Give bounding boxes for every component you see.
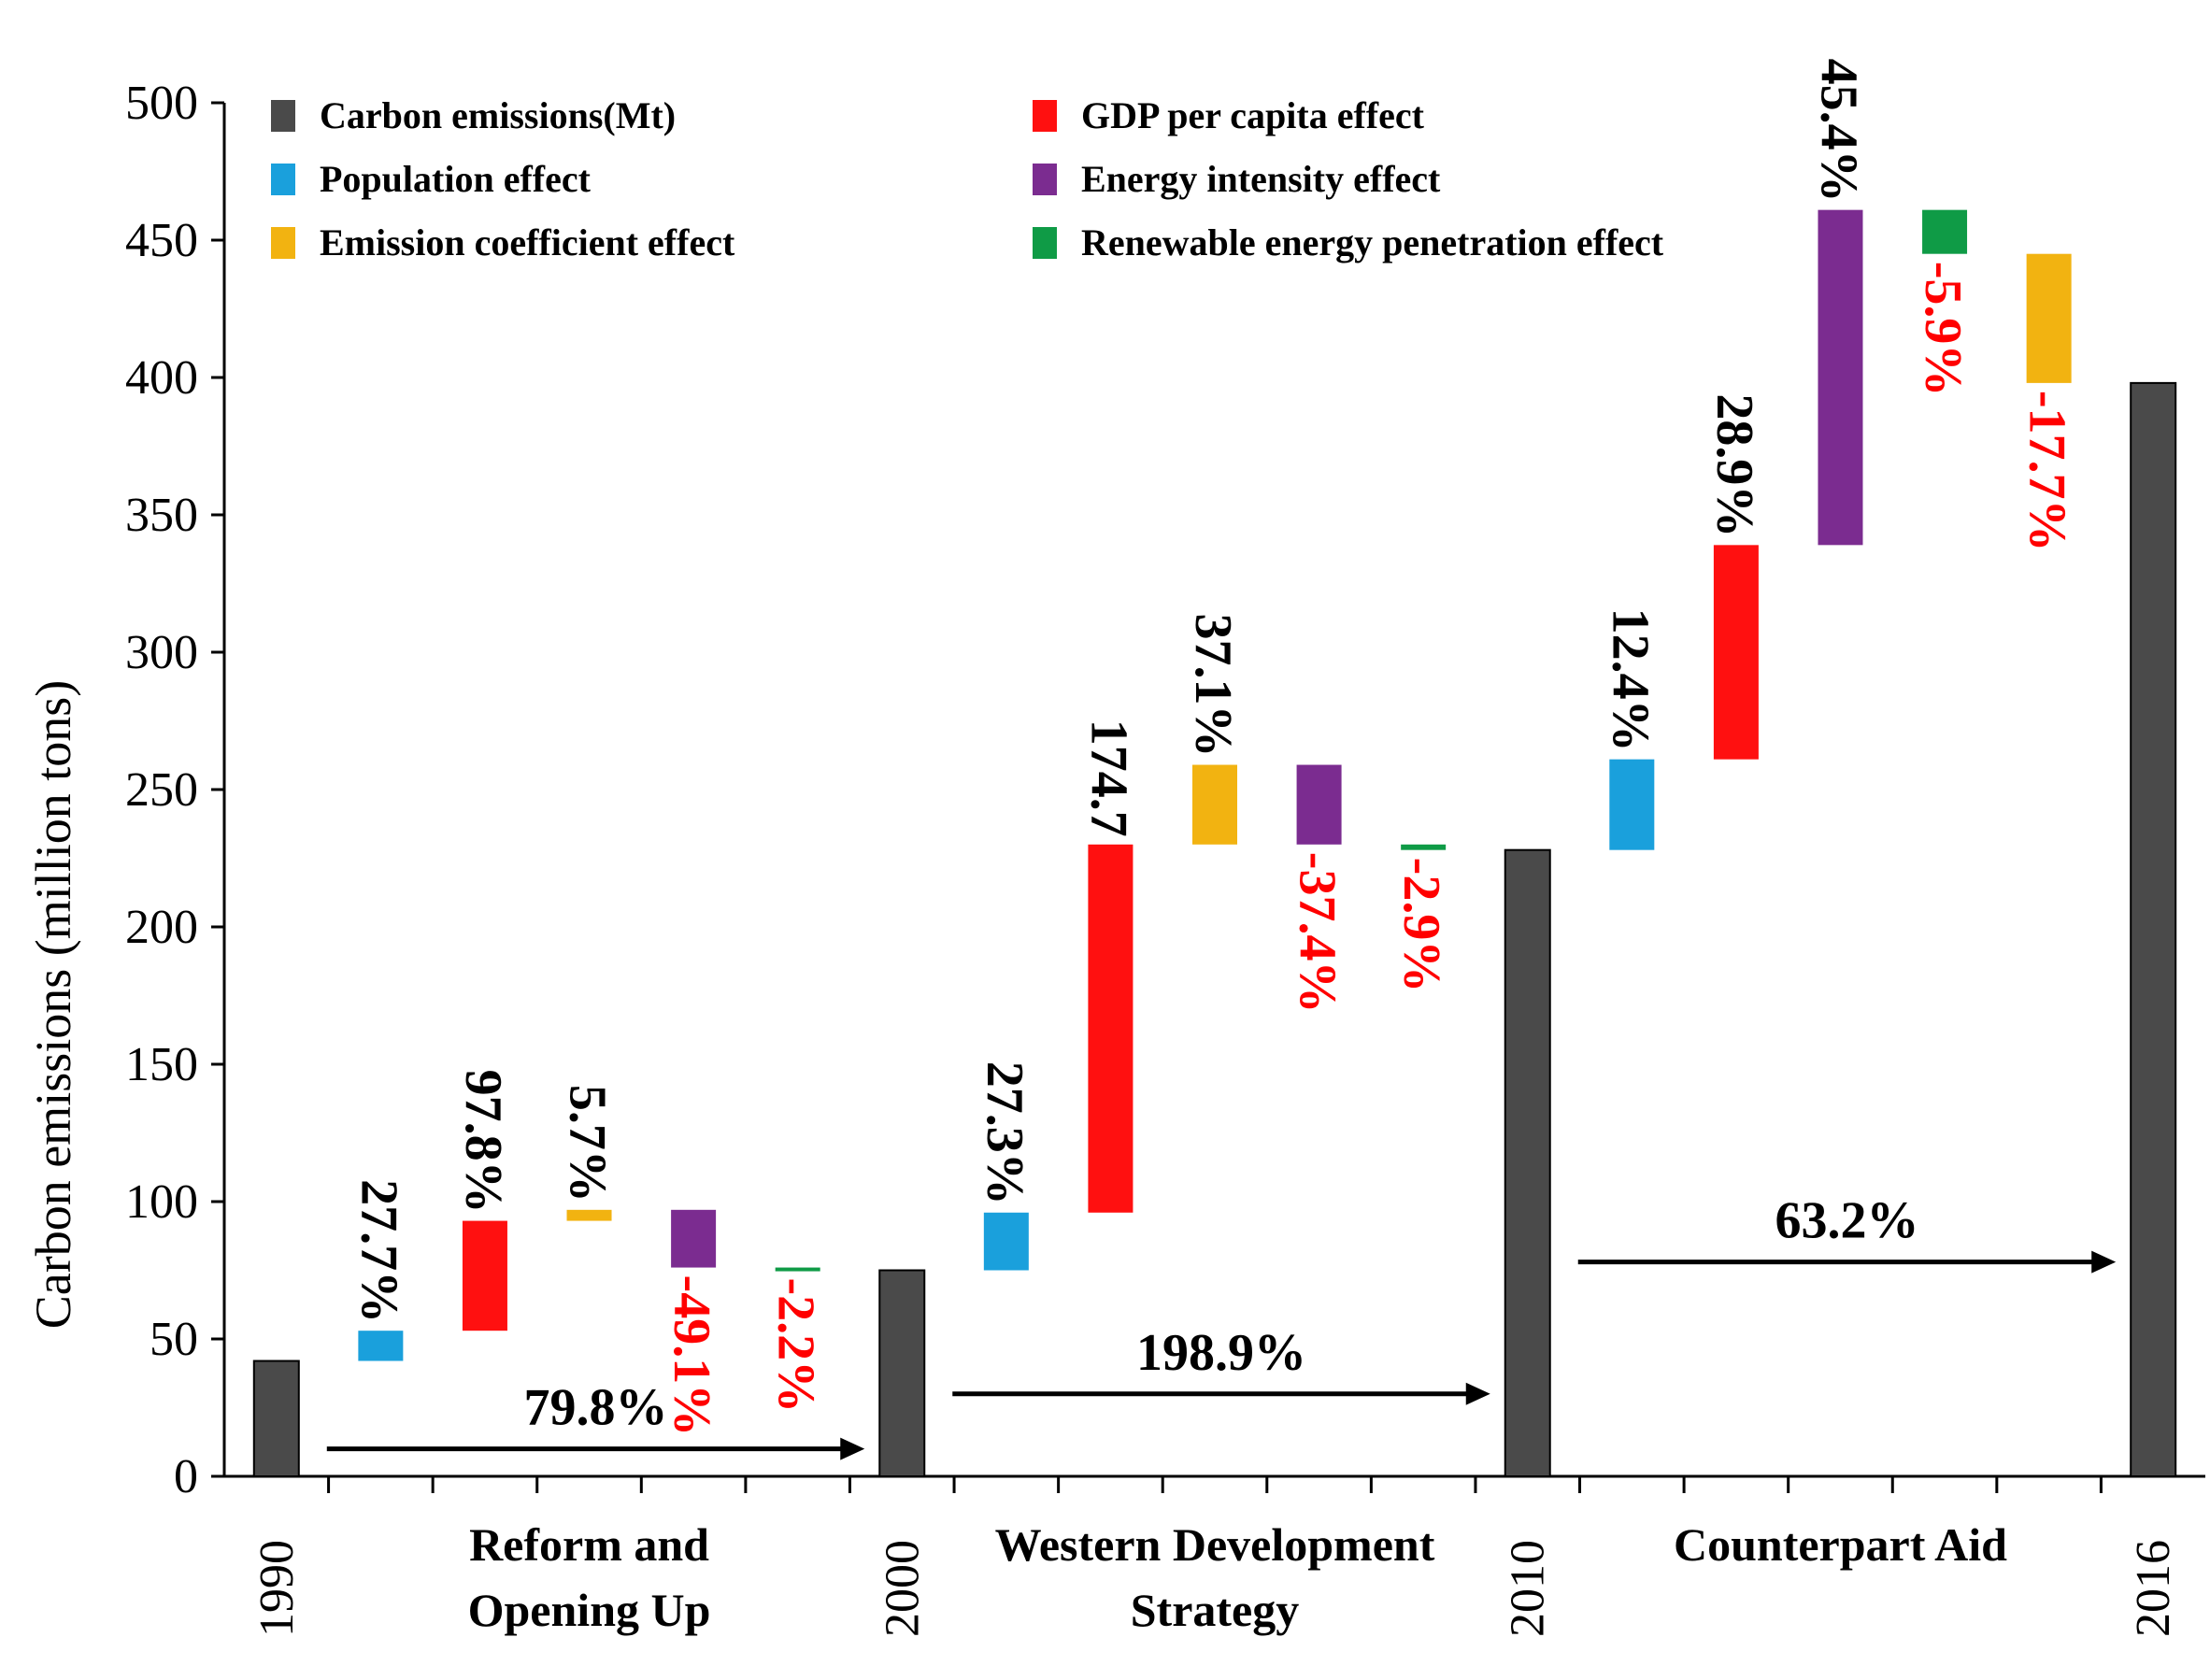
year-label-2000: 2000: [876, 1540, 929, 1637]
y-tick-label: 250: [125, 763, 198, 817]
gdp-effect-label: 174.7: [1079, 719, 1137, 837]
emission_coefficient-legend-label: Emission coefficient effect: [320, 221, 735, 263]
period-arrow-head: [840, 1437, 865, 1460]
population-legend-label: Population effect: [320, 158, 592, 200]
emissions-bar-2016: [2130, 381, 2177, 1477]
emissions-bar-2010: [1504, 848, 1551, 1477]
emission_coefficient-legend-swatch: [271, 227, 295, 259]
period-change-label: 198.9%: [1136, 1324, 1306, 1382]
y-tick-label: 500: [125, 77, 198, 130]
population-effect-bar: [358, 1331, 404, 1361]
renewable-effect-bar: [1401, 844, 1447, 850]
y-tick-label: 100: [125, 1175, 198, 1229]
renewable-effect-label: -2.2%: [767, 1278, 825, 1414]
gdp-legend-swatch: [1033, 100, 1057, 132]
energy_intensity-effect-bar: [1296, 764, 1342, 845]
population-effect-label: 27.7%: [349, 1179, 407, 1323]
year-label-1990: 1990: [250, 1540, 304, 1637]
energy_intensity-effect-bar: [1818, 209, 1863, 546]
y-tick-label: 350: [125, 489, 198, 542]
population-effect-bar: [983, 1212, 1029, 1271]
period-arrow-head: [2091, 1250, 2117, 1274]
period-name: Opening Up: [468, 1584, 711, 1636]
emission_coefficient-effect-bar: [566, 1209, 612, 1221]
renewable-effect-bar: [1922, 209, 1968, 254]
period-arrow-head: [1465, 1382, 1490, 1405]
emission_coefficient-effect-bar: [1192, 764, 1237, 845]
y-tick-label: 150: [125, 1038, 198, 1091]
y-tick-label: 50: [150, 1313, 198, 1366]
gdp-effect-label: 28.9%: [1705, 393, 1763, 537]
energy_intensity-legend-swatch: [1033, 164, 1057, 195]
population-effect-bar: [1609, 759, 1655, 850]
emissions-bar-1990: [252, 1360, 300, 1478]
year-label-2010: 2010: [1502, 1540, 1555, 1637]
emission_coefficient-effect-label: 5.7%: [559, 1085, 617, 1203]
energy_intensity-effect-label: -37.4%: [1289, 852, 1347, 1014]
renewable-effect-bar: [775, 1267, 820, 1272]
gdp-effect-bar: [462, 1220, 507, 1331]
emissions-legend-label: Carbon emissions(Mt): [320, 94, 676, 136]
energy_intensity-legend-label: Energy intensity effect: [1081, 158, 1441, 200]
population-effect-label: 27.3%: [976, 1061, 1034, 1205]
y-tick-label: 400: [125, 351, 198, 405]
y-tick-label: 200: [125, 901, 198, 954]
period-name: Strategy: [1131, 1584, 1300, 1636]
gdp-effect-label: 97.8%: [454, 1070, 512, 1214]
renewable-effect-label: -2.9%: [1392, 858, 1450, 993]
period-name: Reform and: [469, 1518, 709, 1571]
period-change-label: 63.2%: [1775, 1192, 1918, 1250]
period-name: Western Development: [995, 1518, 1435, 1571]
energy_intensity-effect-label: -49.1%: [663, 1275, 720, 1437]
year-label-2016: 2016: [2127, 1540, 2180, 1637]
period-change-label: 79.8%: [524, 1379, 668, 1437]
emission_coefficient-effect-label: -17.7%: [2018, 391, 2076, 552]
gdp-effect-bar: [1713, 545, 1759, 760]
gdp-legend-label: GDP per capita effect: [1081, 94, 1425, 136]
population-effect-label: 12.4%: [1601, 608, 1659, 752]
emissions-bar-2000: [878, 1269, 926, 1477]
energy_intensity-effect-bar: [671, 1209, 717, 1268]
renewable-legend-label: Renewable energy penetration effect: [1081, 221, 1664, 263]
period-name: Counterpart Aid: [1674, 1518, 2007, 1571]
renewable-legend-swatch: [1033, 227, 1057, 259]
population-legend-swatch: [271, 164, 295, 195]
emission_coefficient-effect-bar: [2026, 253, 2072, 383]
y-tick-label: 450: [125, 214, 198, 267]
emission_coefficient-effect-label: 37.1%: [1184, 614, 1242, 758]
renewable-effect-label: -5.9%: [1914, 262, 1972, 397]
gdp-effect-bar: [1088, 844, 1134, 1213]
emissions-legend-swatch: [271, 100, 295, 132]
y-axis-title: Carbon emissions (million tons): [25, 680, 81, 1330]
y-tick-label: 0: [174, 1450, 198, 1503]
y-tick-label: 300: [125, 626, 198, 679]
energy_intensity-effect-label: 45.4%: [1809, 59, 1867, 203]
